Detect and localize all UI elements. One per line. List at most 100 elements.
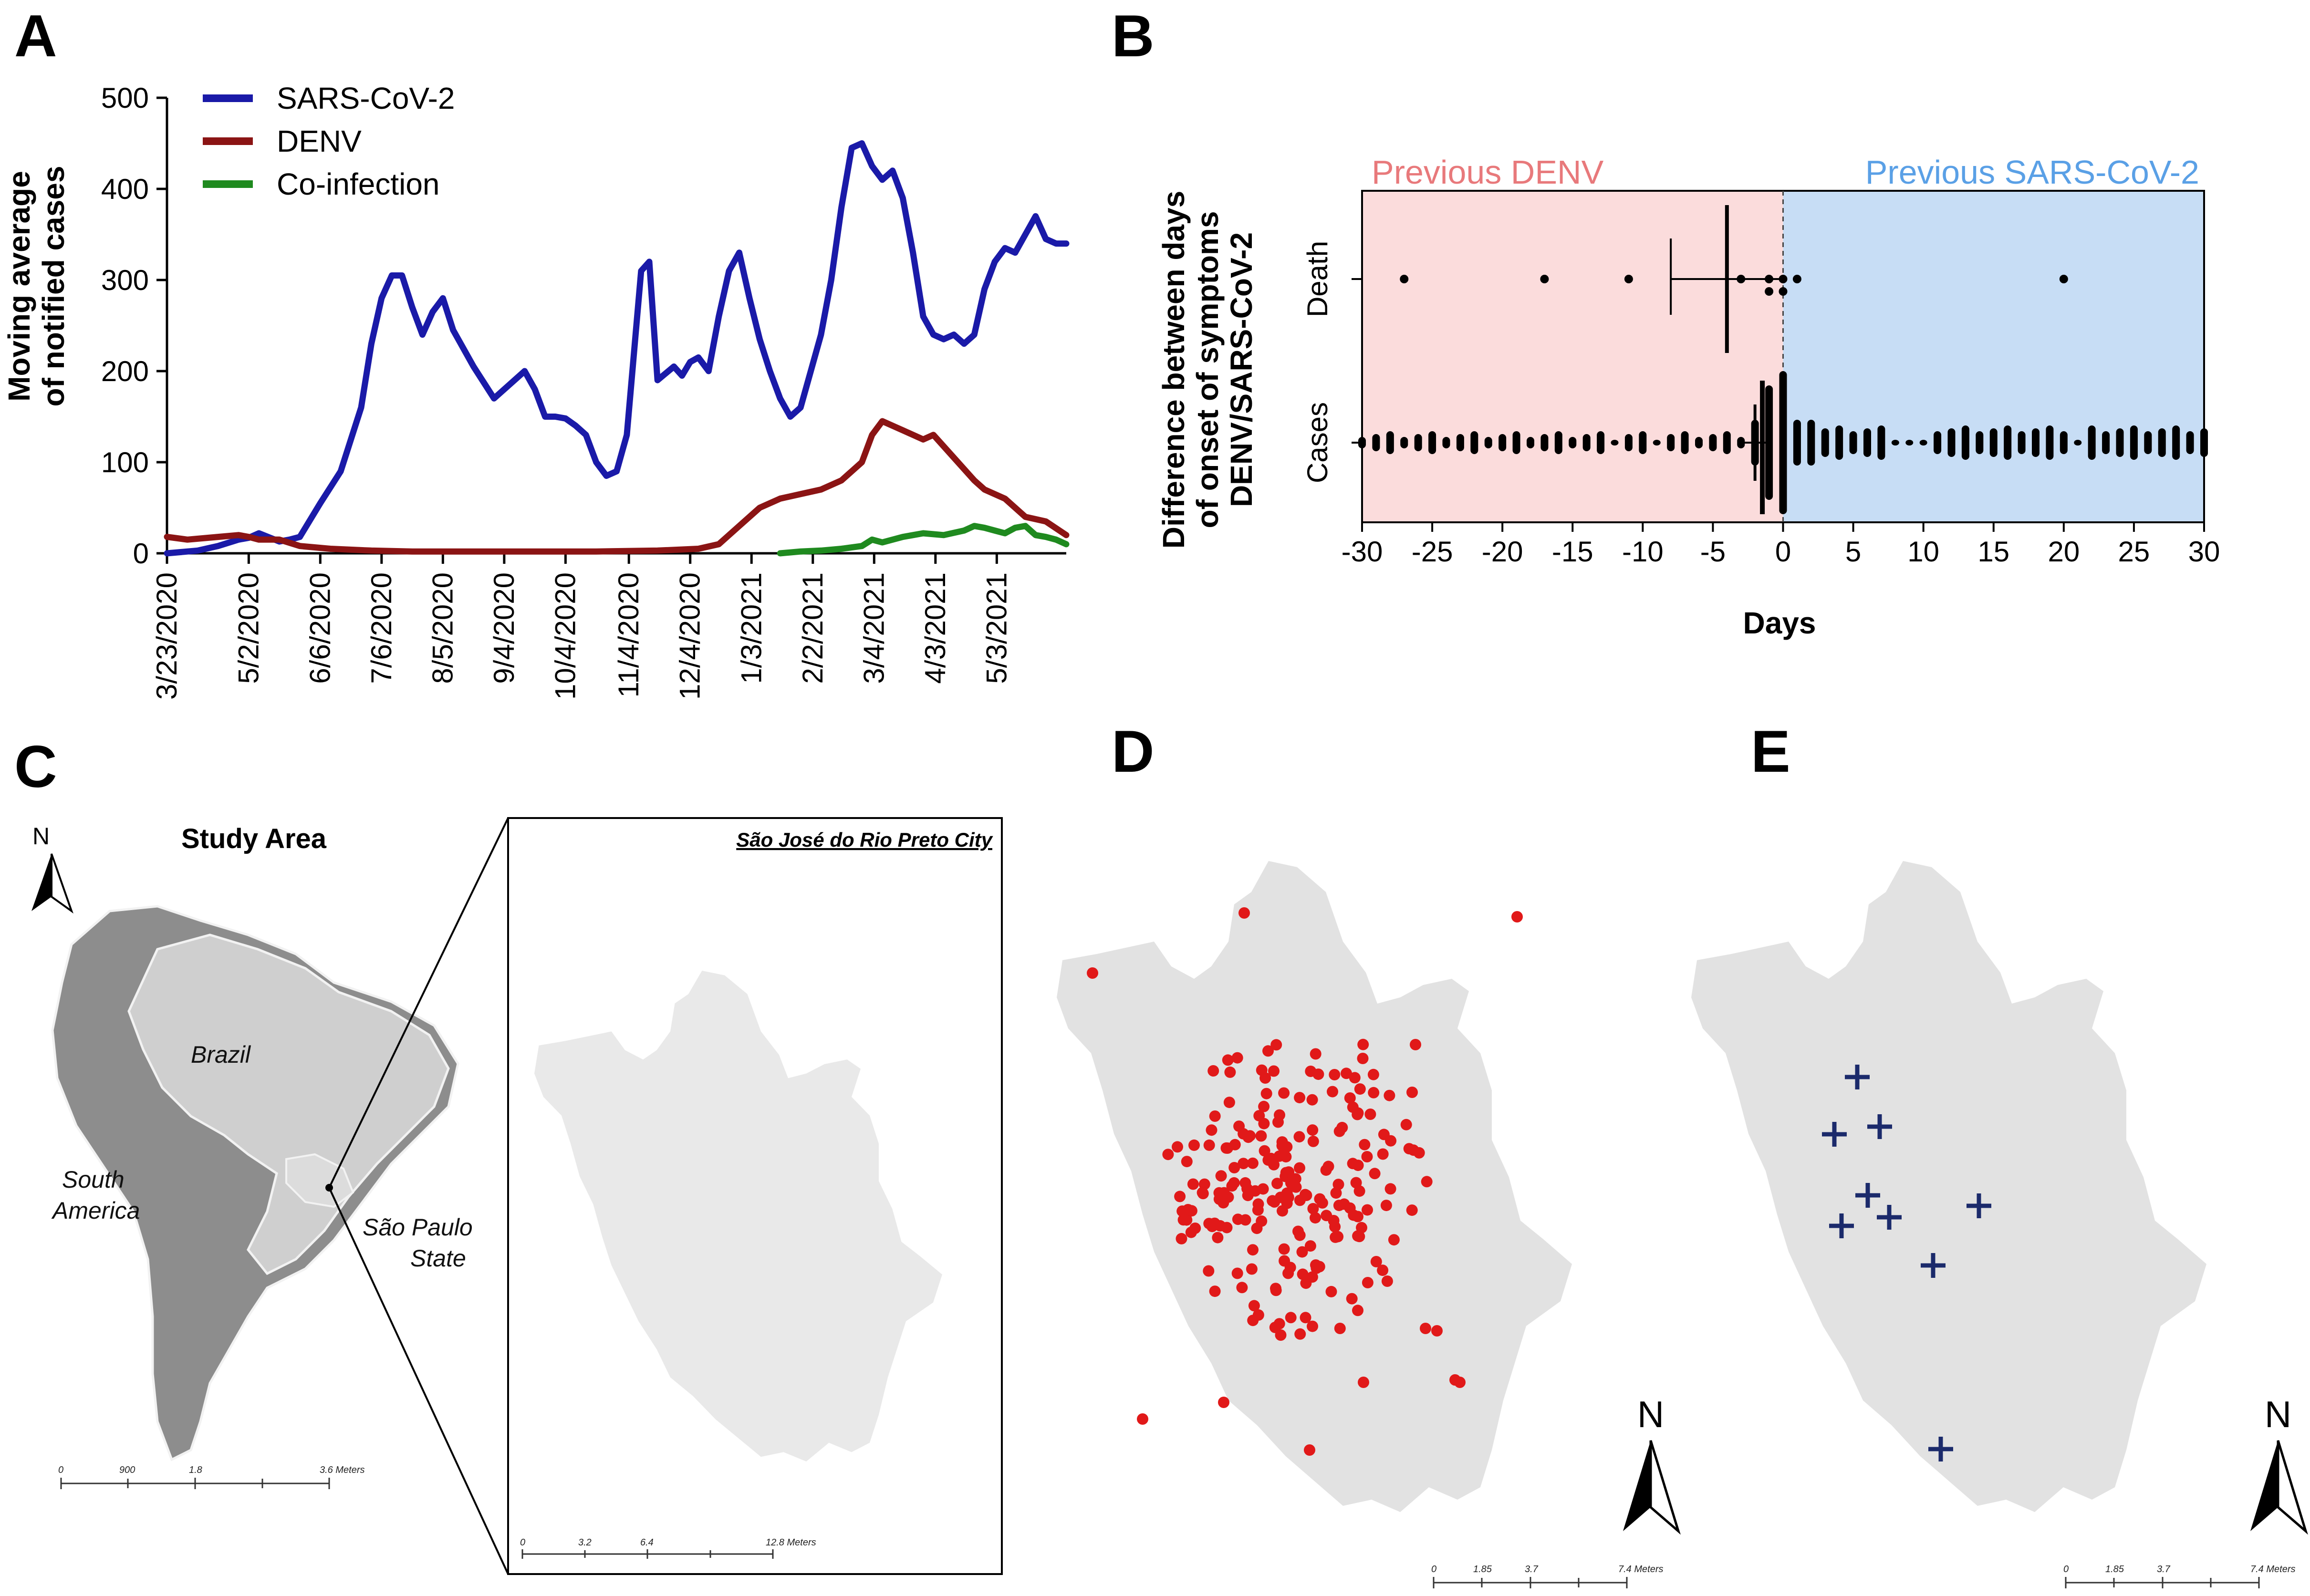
case-marker: [1362, 1277, 1374, 1288]
case-marker: [1362, 1204, 1373, 1216]
case-marker: [1311, 1262, 1322, 1274]
case-marker: [1385, 1135, 1397, 1147]
chart-a-ytick-label: 0: [133, 538, 149, 570]
case-marker: [1403, 1143, 1415, 1155]
label-sao-paulo-2: State: [410, 1245, 466, 1272]
death-marker: [1867, 1114, 1892, 1139]
case-marker: [1228, 1177, 1240, 1189]
case-marker: [1181, 1156, 1193, 1168]
case-marker: [1406, 1204, 1418, 1216]
cases-point-column: [2046, 425, 2054, 460]
label-sao-paulo-1: São Paulo: [363, 1214, 473, 1241]
chart-a-xtick-label: 3/23/2020: [151, 572, 183, 700]
cases-point-column: [1653, 440, 1661, 446]
cases-point-column: [2088, 425, 2096, 460]
cases-point-column: [2116, 428, 2124, 457]
case-marker: [1296, 1246, 1308, 1258]
cases-point-column: [1442, 437, 1450, 448]
chart-a-ytick-label: 300: [101, 264, 149, 296]
chart-b-xtick-label: 15: [1977, 536, 2009, 568]
case-marker: [1307, 1135, 1319, 1147]
case-marker: [1367, 1068, 1379, 1080]
cases-point-column: [1512, 431, 1520, 454]
cases-point-column: [1849, 431, 1857, 454]
case-marker: [1293, 1131, 1305, 1143]
cases-point-column: [1569, 437, 1577, 448]
case-marker: [1231, 1052, 1243, 1064]
case-marker: [1162, 1149, 1174, 1161]
chart-b-xtick-label: 10: [1907, 536, 1939, 568]
city-inset: São José do Rio Preto City 0 3.2 6.4 12.…: [507, 817, 1003, 1575]
case-marker: [1356, 1222, 1367, 1233]
north-arrow-e: N: [2250, 1393, 2308, 1535]
panel-letter-a: A: [14, 3, 57, 69]
chart-b-xtick-label: 30: [2188, 536, 2220, 568]
region-previous-denv: [1362, 191, 1783, 522]
case-marker: [1273, 1318, 1285, 1330]
case-marker: [1242, 1190, 1254, 1202]
cases-point-column: [2172, 425, 2180, 460]
chart-a-xtick-label: 4/3/2021: [919, 572, 951, 684]
panel-b: B Previous DENV Previous SARS-CoV-2 Death C…: [1112, 3, 2220, 640]
south-america-map: Brazil South America São Paulo State: [51, 818, 509, 1575]
case-marker: [1359, 1139, 1371, 1150]
cases-point-column: [1582, 434, 1591, 451]
cases-point-column: [1498, 434, 1507, 451]
scale-d-7-4: 7.4 Meters: [1618, 1564, 1663, 1575]
chart-b-xtick-label: -25: [1412, 536, 1453, 568]
case-marker: [1218, 1397, 1229, 1408]
case-marker: [1406, 1087, 1418, 1098]
case-marker: [1304, 1240, 1316, 1252]
case-marker: [1222, 1191, 1234, 1203]
case-marker: [1281, 1141, 1293, 1153]
case-marker: [1381, 1275, 1393, 1287]
case-marker: [1247, 1315, 1259, 1327]
cases-point-column: [1695, 437, 1703, 448]
north-arrow-c: N: [31, 823, 73, 914]
panel-letter-c: C: [14, 734, 57, 800]
case-marker: [1282, 1192, 1294, 1203]
case-marker: [1285, 1312, 1297, 1324]
case-marker: [1270, 1039, 1282, 1051]
case-marker: [1267, 1195, 1279, 1207]
case-marker: [1209, 1285, 1221, 1297]
chart-a-xtick-label: 11/4/2020: [613, 572, 645, 697]
legend-label-sars: SARS-CoV-2: [277, 81, 455, 115]
cases-point-column: [2186, 431, 2194, 454]
chart-a-ylabel-line2: of notified cases: [36, 166, 71, 407]
city-map-e: [1691, 861, 2206, 1512]
case-marker: [1344, 1092, 1356, 1104]
cases-point-column: [1386, 431, 1394, 454]
cases-point-column: [2018, 431, 2026, 454]
case-marker: [1352, 1305, 1363, 1316]
case-marker: [1352, 1160, 1364, 1171]
case-marker: [1272, 1116, 1284, 1128]
scale-e-0: 0: [2063, 1564, 2069, 1575]
chart-a-xtick-label: 10/4/2020: [549, 572, 581, 700]
cases-point-column: [2158, 428, 2166, 457]
scale-d-3-7: 3.7: [1525, 1564, 1539, 1575]
cases-point-column: [1891, 440, 1899, 446]
case-marker: [1327, 1086, 1338, 1098]
case-marker: [1388, 1234, 1400, 1246]
panel-c: C Study Area N Brazil South America São …: [14, 734, 1003, 1575]
scale-d-0: 0: [1431, 1564, 1436, 1575]
case-marker: [1284, 1262, 1296, 1274]
cases-point-column: [1470, 431, 1478, 454]
case-marker: [1329, 1069, 1341, 1080]
case-marker: [1239, 1214, 1251, 1226]
cases-point-column: [1947, 428, 1956, 457]
chart-a-line: 0 100 200 300 400 500 3/23/2020 5/2/2020 6/6/202…: [101, 82, 1070, 700]
case-marker: [1294, 1194, 1306, 1206]
cases-point-column: [1400, 437, 1408, 448]
city-map-d: [1057, 861, 1572, 1512]
case-marker: [1300, 1312, 1311, 1324]
chart-b-xtick-label: 5: [1845, 536, 1861, 568]
case-marker: [1332, 1179, 1344, 1191]
chart-a-xtick-label: 8/5/2020: [427, 572, 458, 684]
cases-point-column: [1863, 428, 1871, 457]
chart-a-ylabel-line1: Moving average: [2, 171, 36, 402]
city-inset-title: São José do Rio Preto City: [736, 829, 993, 851]
cases-point-column: [1919, 440, 1927, 446]
